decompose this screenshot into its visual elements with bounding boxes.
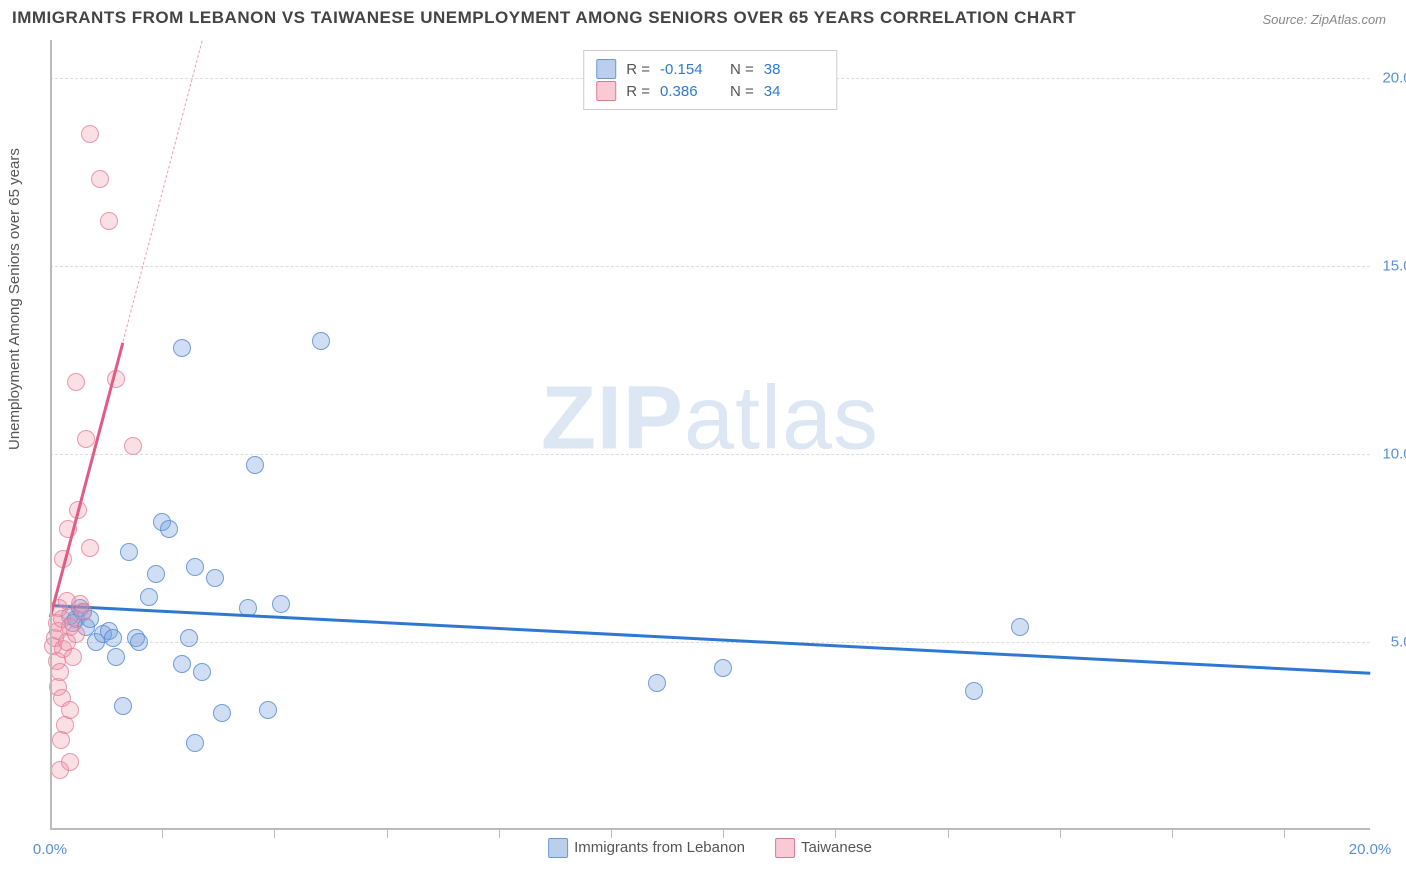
data-point [714, 659, 732, 677]
legend-swatch [596, 59, 616, 79]
x-tick [1060, 830, 1061, 838]
data-point [51, 663, 69, 681]
legend-item: Immigrants from Lebanon [548, 838, 745, 858]
data-point [160, 520, 178, 538]
legend-item: Taiwanese [775, 838, 872, 858]
gridline [50, 266, 1370, 267]
x-tick [387, 830, 388, 838]
trend-line [50, 604, 1370, 674]
data-point [67, 625, 85, 643]
r-value: 0.386 [660, 83, 720, 100]
y-tick-label: 5.0% [1391, 633, 1406, 650]
x-tick [948, 830, 949, 838]
data-point [272, 595, 290, 613]
data-point [67, 373, 85, 391]
gridline [50, 454, 1370, 455]
trend-line-dashed [122, 40, 202, 341]
x-tick [723, 830, 724, 838]
x-tick [1172, 830, 1173, 838]
legend-swatch [775, 838, 795, 858]
x-axis [50, 828, 1370, 830]
data-point [120, 543, 138, 561]
x-tick-label: 20.0% [1349, 841, 1392, 858]
data-point [64, 648, 82, 666]
correlation-legend: R = -0.154 N = 38 R = 0.386 N = 34 [583, 50, 837, 110]
x-tick [162, 830, 163, 838]
x-tick [611, 830, 612, 838]
legend-swatch [548, 838, 568, 858]
data-point [104, 629, 122, 647]
data-point [147, 565, 165, 583]
gridline [50, 642, 1370, 643]
chart-plot-area: 5.0%10.0%15.0%20.0%0.0%20.0% ZIPatlas R … [50, 40, 1370, 830]
data-point [312, 332, 330, 350]
x-tick [274, 830, 275, 838]
r-label: R = [626, 83, 650, 100]
data-point [246, 456, 264, 474]
legend-label: Immigrants from Lebanon [574, 839, 745, 856]
n-value: 34 [764, 83, 824, 100]
data-point [61, 753, 79, 771]
legend-row: R = 0.386 N = 34 [596, 81, 824, 101]
data-point [965, 682, 983, 700]
legend-label: Taiwanese [801, 839, 872, 856]
legend-row: R = -0.154 N = 38 [596, 59, 824, 79]
legend-swatch [596, 81, 616, 101]
data-point [186, 734, 204, 752]
data-point [61, 701, 79, 719]
data-point [173, 339, 191, 357]
series-legend: Immigrants from Lebanon Taiwanese [548, 838, 872, 858]
data-point [140, 588, 158, 606]
y-axis [50, 40, 52, 830]
data-point [74, 603, 92, 621]
trend-line [49, 342, 124, 617]
n-value: 38 [764, 61, 824, 78]
data-point [213, 704, 231, 722]
x-tick [835, 830, 836, 838]
source-attribution: Source: ZipAtlas.com [1262, 12, 1386, 27]
data-point [1011, 618, 1029, 636]
n-label: N = [730, 61, 754, 78]
data-point [193, 663, 211, 681]
data-point [186, 558, 204, 576]
data-point [91, 170, 109, 188]
data-point [173, 655, 191, 673]
y-tick-label: 15.0% [1382, 257, 1406, 274]
data-point [124, 437, 142, 455]
x-tick [499, 830, 500, 838]
data-point [77, 430, 95, 448]
y-tick-label: 20.0% [1382, 69, 1406, 86]
data-point [114, 697, 132, 715]
y-axis-label: Unemployment Among Seniors over 65 years [6, 148, 23, 450]
data-point [259, 701, 277, 719]
n-label: N = [730, 83, 754, 100]
data-point [52, 731, 70, 749]
data-point [130, 633, 148, 651]
data-point [107, 648, 125, 666]
data-point [81, 125, 99, 143]
data-point [206, 569, 224, 587]
y-tick-label: 10.0% [1382, 445, 1406, 462]
r-value: -0.154 [660, 61, 720, 78]
data-point [81, 539, 99, 557]
x-tick [1284, 830, 1285, 838]
data-point [100, 212, 118, 230]
data-point [648, 674, 666, 692]
data-point [180, 629, 198, 647]
x-tick-label: 0.0% [33, 841, 67, 858]
r-label: R = [626, 61, 650, 78]
chart-title: IMMIGRANTS FROM LEBANON VS TAIWANESE UNE… [12, 8, 1076, 28]
